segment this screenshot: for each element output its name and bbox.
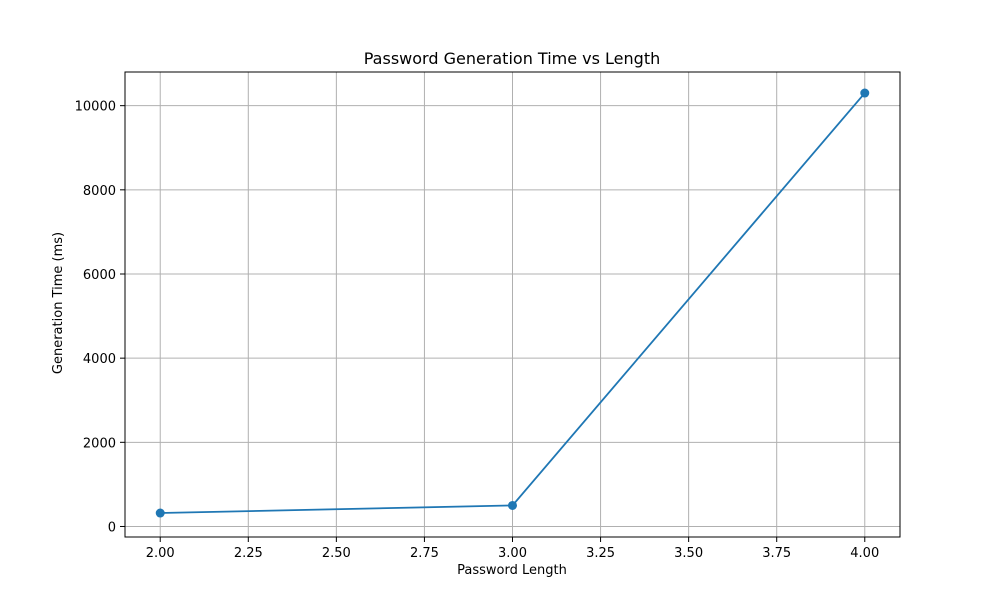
x-tick-label: 3.00: [498, 546, 527, 561]
y-tick-label: 6000: [83, 268, 116, 283]
chart-title: Password Generation Time vs Length: [364, 49, 660, 68]
x-axis-ticks: 2.00 2.25 2.50 2.75 3.00 3.25 3.50 3.75 4.00: [146, 537, 879, 561]
x-tick-label: 2.75: [410, 546, 439, 561]
x-tick-label: 3.75: [762, 546, 791, 561]
y-tick-label: 2000: [83, 436, 116, 451]
x-tick-label: 3.25: [586, 546, 615, 561]
grid-lines: [125, 72, 900, 537]
series-layer: [155, 88, 870, 518]
x-tick-label: 2.00: [146, 546, 175, 561]
x-tick-label: 4.00: [850, 546, 879, 561]
data-point: [508, 500, 517, 510]
x-tick-label: 2.25: [234, 546, 263, 561]
data-point: [155, 508, 165, 518]
x-tick-label: 3.50: [674, 546, 703, 561]
x-tick-label: 2.50: [322, 546, 351, 561]
y-tick-label: 4000: [83, 352, 116, 367]
y-axis-label: Generation Time (ms): [51, 232, 66, 374]
y-tick-label: 0: [108, 520, 116, 535]
y-axis-ticks: 0 2000 4000 6000 8000 10000: [75, 100, 125, 535]
y-tick-label: 8000: [83, 184, 116, 199]
y-tick-label: 10000: [75, 100, 116, 115]
data-point: [860, 88, 870, 98]
x-axis-label: Password Length: [457, 563, 567, 578]
